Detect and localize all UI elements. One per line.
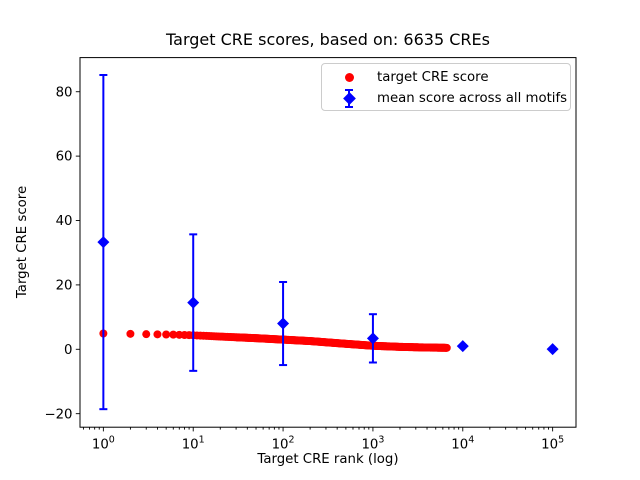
chart-title: Target CRE scores, based on: 6635 CREs xyxy=(166,30,490,49)
axes-frame xyxy=(79,57,577,428)
mean-diamond-marker xyxy=(187,296,200,309)
blue-diamond-errorbar-marker-icon xyxy=(330,89,368,108)
y-tick-label: −20 xyxy=(44,407,72,422)
series-target-cre-score xyxy=(99,329,451,352)
red-circle-marker-icon xyxy=(330,73,368,82)
legend-item-target: target CRE score xyxy=(330,67,570,88)
mean-diamond-marker xyxy=(277,317,290,330)
y-tick-label: 60 xyxy=(56,150,73,165)
y-tick-label: 80 xyxy=(56,85,73,100)
series-mean-score xyxy=(97,73,559,411)
mean-diamond-marker xyxy=(546,343,559,356)
mean-diamond-marker xyxy=(456,340,469,353)
legend: target CRE score mean score across all m… xyxy=(321,63,571,111)
y-tick-label: 0 xyxy=(64,343,72,358)
y-tick-label: 40 xyxy=(56,214,73,229)
y-tick-label: 20 xyxy=(56,278,73,293)
x-tick-label: 104 xyxy=(451,435,474,453)
mean-diamond-marker xyxy=(366,332,379,345)
legend-label-mean: mean score across all motifs xyxy=(377,91,568,106)
x-axis-ticks: 100 101 102 103 104 105 xyxy=(82,427,564,453)
x-tick-label: 103 xyxy=(361,435,384,453)
y-axis-label: Target CRE score xyxy=(15,185,30,299)
x-tick-label: 105 xyxy=(541,435,564,453)
x-tick-label: 101 xyxy=(182,435,205,453)
x-axis-label: Target CRE rank (log) xyxy=(257,452,399,467)
legend-label-target: target CRE score xyxy=(377,70,489,85)
y-axis-ticks: −20 0 20 40 60 80 xyxy=(44,85,80,422)
legend-item-mean: mean score across all motifs xyxy=(330,88,570,109)
x-tick-label: 102 xyxy=(272,435,295,453)
mean-diamond-marker xyxy=(97,236,110,249)
x-tick-label: 100 xyxy=(92,435,115,453)
